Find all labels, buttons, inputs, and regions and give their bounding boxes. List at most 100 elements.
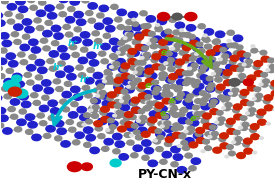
Circle shape: [66, 120, 73, 125]
Circle shape: [120, 100, 123, 102]
Circle shape: [15, 127, 22, 132]
Circle shape: [22, 19, 32, 25]
Circle shape: [236, 132, 240, 134]
Circle shape: [130, 76, 134, 79]
Circle shape: [128, 12, 138, 18]
Circle shape: [141, 24, 148, 29]
Circle shape: [118, 47, 122, 50]
Circle shape: [146, 31, 153, 36]
Circle shape: [135, 44, 144, 50]
Circle shape: [58, 46, 67, 52]
Circle shape: [120, 67, 127, 72]
Circle shape: [220, 54, 224, 57]
Circle shape: [166, 92, 173, 97]
Circle shape: [80, 32, 90, 38]
Circle shape: [144, 23, 151, 29]
Circle shape: [178, 112, 185, 117]
Circle shape: [259, 83, 263, 86]
Circle shape: [74, 11, 83, 18]
Circle shape: [263, 79, 270, 84]
Circle shape: [20, 60, 28, 65]
Circle shape: [182, 43, 191, 49]
Circle shape: [151, 33, 155, 35]
Circle shape: [147, 73, 157, 79]
Circle shape: [195, 132, 202, 136]
Circle shape: [19, 109, 26, 114]
Circle shape: [145, 105, 152, 109]
Circle shape: [149, 42, 156, 46]
Circle shape: [120, 104, 130, 111]
Circle shape: [13, 89, 20, 94]
Circle shape: [225, 155, 229, 158]
Circle shape: [75, 132, 84, 139]
Text: e⁻: e⁻: [169, 96, 180, 105]
Circle shape: [203, 93, 211, 98]
Circle shape: [131, 101, 137, 106]
Circle shape: [30, 5, 37, 10]
Circle shape: [154, 93, 163, 99]
Circle shape: [148, 32, 155, 36]
Circle shape: [53, 79, 60, 84]
Circle shape: [119, 66, 128, 73]
Circle shape: [88, 18, 95, 23]
Circle shape: [150, 44, 158, 49]
Circle shape: [110, 159, 121, 167]
Circle shape: [204, 44, 212, 49]
Circle shape: [72, 52, 79, 57]
Circle shape: [230, 92, 237, 96]
Circle shape: [190, 53, 198, 58]
Circle shape: [244, 63, 251, 67]
Circle shape: [1, 0, 8, 4]
Circle shape: [194, 112, 201, 116]
Circle shape: [205, 132, 212, 137]
Circle shape: [118, 112, 125, 117]
Circle shape: [216, 84, 225, 90]
Circle shape: [89, 109, 93, 112]
Circle shape: [35, 75, 43, 80]
Circle shape: [158, 106, 167, 112]
Circle shape: [47, 12, 57, 19]
Circle shape: [233, 104, 242, 110]
Circle shape: [44, 87, 53, 94]
Circle shape: [158, 44, 165, 48]
Circle shape: [200, 75, 208, 80]
Circle shape: [148, 117, 157, 123]
Circle shape: [213, 40, 219, 44]
Circle shape: [84, 113, 90, 118]
Circle shape: [156, 27, 163, 32]
Circle shape: [239, 126, 243, 129]
Circle shape: [215, 63, 219, 66]
Circle shape: [160, 159, 167, 164]
Circle shape: [264, 105, 273, 111]
Circle shape: [205, 146, 211, 150]
FancyArrowPatch shape: [52, 90, 95, 125]
Circle shape: [268, 64, 272, 67]
Circle shape: [217, 69, 227, 76]
Circle shape: [247, 101, 254, 106]
Circle shape: [138, 115, 142, 118]
Circle shape: [22, 34, 30, 39]
Circle shape: [129, 99, 138, 106]
Circle shape: [145, 68, 154, 74]
Circle shape: [171, 47, 175, 50]
Circle shape: [16, 0, 25, 5]
Circle shape: [113, 62, 120, 66]
Circle shape: [147, 119, 154, 124]
Circle shape: [7, 4, 16, 10]
Circle shape: [196, 128, 205, 133]
Circle shape: [177, 145, 181, 147]
Circle shape: [210, 132, 214, 134]
Circle shape: [256, 88, 260, 91]
Circle shape: [111, 55, 118, 60]
Circle shape: [139, 93, 147, 99]
Circle shape: [127, 140, 134, 145]
Circle shape: [114, 84, 123, 90]
Circle shape: [49, 51, 59, 57]
Circle shape: [115, 141, 124, 147]
Circle shape: [43, 133, 51, 138]
Circle shape: [26, 129, 33, 134]
Circle shape: [143, 106, 150, 111]
Circle shape: [193, 112, 197, 114]
Circle shape: [211, 64, 218, 69]
Circle shape: [237, 67, 244, 72]
